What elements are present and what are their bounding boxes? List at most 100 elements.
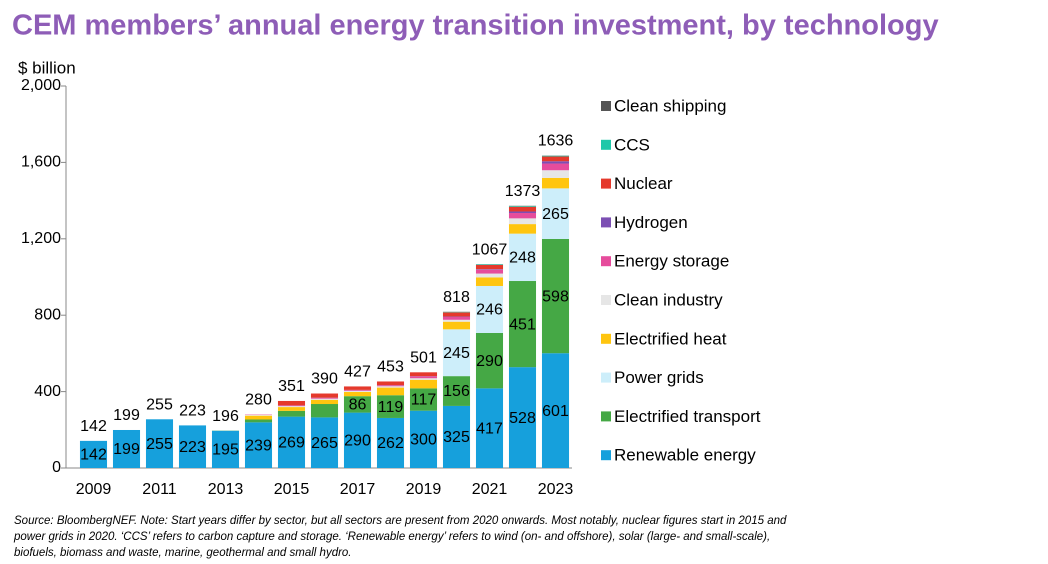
bar-segment	[343, 391, 372, 397]
y-tick-label: 1,200	[21, 230, 61, 247]
bar-segment	[244, 419, 273, 423]
bar-segment	[442, 319, 471, 322]
y-tick-label: 2,000	[21, 77, 61, 94]
bar-segment	[541, 353, 570, 468]
total-label: 501	[410, 350, 437, 367]
bar-segment	[409, 376, 438, 379]
bar-segment	[508, 218, 537, 225]
value-label: 325	[443, 429, 470, 446]
total-label: 142	[80, 418, 107, 435]
bar-segment	[310, 404, 339, 418]
bar-segment	[244, 415, 273, 420]
legend-swatch	[601, 295, 611, 305]
bar-segment	[409, 388, 438, 411]
bar-segment	[343, 386, 372, 390]
legend-label: Hydrogen	[614, 213, 688, 232]
bar-segment	[541, 238, 570, 354]
bar-segment	[310, 398, 339, 400]
value-label: 117	[411, 392, 437, 409]
bar-segment	[310, 399, 339, 405]
value-label: 300	[410, 432, 437, 449]
value-label: 269	[278, 435, 305, 452]
value-label: 195	[212, 442, 239, 459]
bar-segment	[277, 416, 306, 468]
value-label: 255	[146, 436, 173, 453]
x-tick-label: 2015	[274, 481, 310, 498]
x-tick-label: 2009	[76, 481, 112, 498]
bar-segment	[310, 393, 339, 398]
value-label: 265	[542, 206, 569, 223]
value-label: 156	[443, 383, 470, 400]
legend-swatch	[601, 101, 611, 111]
value-label: 417	[476, 420, 503, 437]
value-label: 119	[378, 399, 404, 416]
bar-segment	[541, 170, 570, 178]
bar-segment	[211, 430, 240, 468]
bar-segment	[508, 211, 537, 214]
value-label: 239	[245, 437, 272, 454]
y-tick-label: 1,600	[21, 154, 61, 171]
chart-title: CEM members’ annual energy transition in…	[12, 10, 939, 42]
bar-segment	[475, 269, 504, 270]
y-tick-label: 0	[52, 459, 61, 476]
x-tick-label: 2011	[142, 481, 177, 498]
value-label: 265	[311, 435, 338, 452]
bar-segment	[508, 205, 537, 207]
bar-segment	[508, 281, 537, 368]
legend-swatch	[601, 217, 611, 228]
bar-segment	[508, 367, 537, 468]
bar-segment	[343, 390, 372, 391]
legend-swatch	[601, 411, 611, 422]
bar-segment	[409, 378, 438, 380]
bar-segment	[508, 233, 537, 282]
legend-swatch	[601, 450, 611, 461]
x-tick-label: 2013	[208, 481, 244, 498]
total-label: 1636	[538, 133, 574, 150]
legend-label: Electrified heat	[614, 329, 727, 348]
value-label: 262	[377, 435, 404, 452]
value-label: 528	[509, 410, 536, 427]
bar-segment	[475, 264, 504, 270]
bar-segment	[310, 397, 339, 399]
total-label: 818	[443, 289, 470, 306]
source-note: Source: BloombergNEF. Note: Start years …	[14, 515, 787, 559]
total-label: 1373	[505, 183, 541, 200]
bar-segment	[409, 379, 438, 389]
bar-segment	[277, 400, 306, 406]
bar-segment	[79, 440, 108, 468]
bar-segment	[442, 405, 471, 468]
y-tick-label: 400	[34, 383, 61, 400]
bar-segment	[508, 213, 537, 219]
bar-segment	[244, 422, 273, 468]
bar-segment	[508, 224, 537, 234]
legend-swatch	[601, 333, 611, 344]
value-label: 598	[542, 288, 569, 305]
bar-segment	[475, 388, 504, 468]
total-label: 1067	[472, 241, 508, 258]
value-label: 290	[476, 353, 503, 370]
bar-segment	[244, 414, 273, 416]
bar-segment	[442, 376, 471, 406]
bar-segment	[343, 396, 372, 413]
bar-segment	[343, 412, 372, 468]
value-label: 245	[443, 345, 470, 362]
bar-segment	[310, 417, 339, 468]
bar-segment	[442, 316, 471, 320]
bar-segment	[178, 425, 207, 468]
bar-segment	[475, 277, 504, 286]
bar-segment	[475, 273, 504, 278]
bar-segment	[376, 387, 405, 396]
bar-segment	[475, 269, 504, 274]
bar-segment	[277, 407, 306, 411]
bar-segment	[376, 386, 405, 388]
value-label: 248	[509, 250, 536, 267]
x-tick-label: 2021	[472, 481, 508, 498]
value-label: 246	[476, 302, 503, 319]
bar-segment	[376, 381, 405, 386]
bar-segment	[541, 155, 570, 157]
bar-segment	[475, 285, 504, 333]
value-label: 223	[179, 439, 206, 456]
legend-label: Nuclear	[614, 174, 673, 193]
value-label: 199	[113, 441, 140, 458]
total-label: 280	[245, 392, 272, 409]
